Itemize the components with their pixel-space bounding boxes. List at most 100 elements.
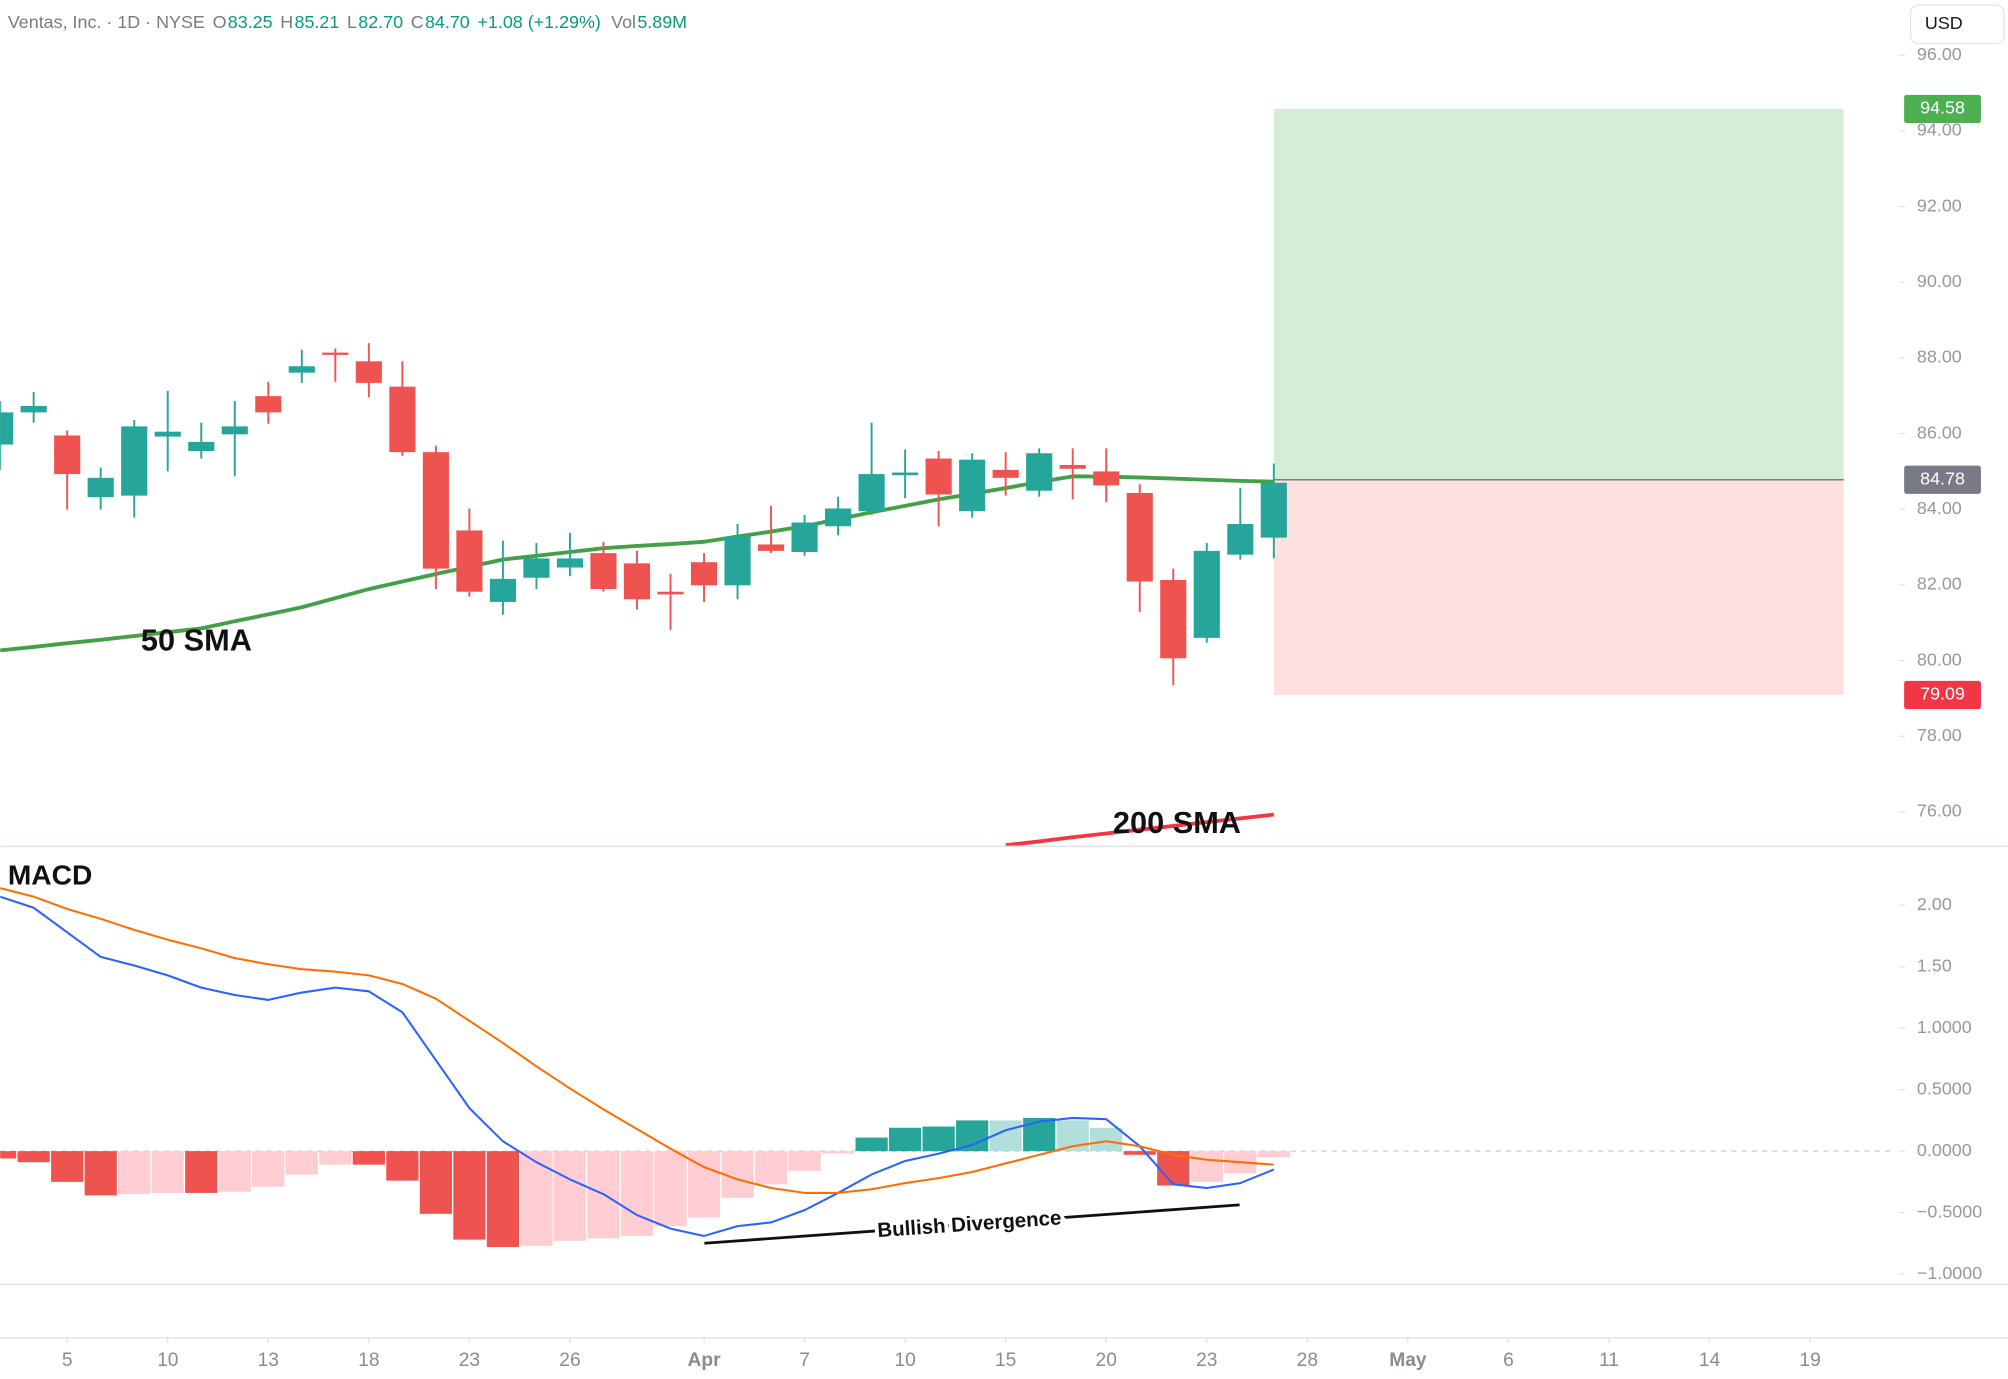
y-tick-label: 80.00 [1917,649,1962,669]
histogram-bar [419,1151,453,1214]
header-text: Ventas, Inc. · 1D · NYSE [8,12,205,32]
y-tick-label: 86.00 [1917,422,1962,442]
histogram-bar [84,1151,117,1196]
profit-zone [1273,108,1844,480]
moving-average [1005,812,1275,847]
macd-line [0,887,1274,1194]
histogram-bar [1023,1117,1056,1152]
currency-label[interactable]: USD [1925,13,1963,33]
x-tick-label: 11 [1599,1350,1619,1371]
x-tick-label: May [1389,1350,1427,1371]
header-text: 84.70 [425,12,470,32]
candle-body [1193,550,1220,638]
y-tick-label: 2.00 [1917,894,1952,914]
candle-body [1026,453,1053,491]
histogram-bar [889,1127,922,1152]
x-tick-label: 10 [157,1350,178,1371]
candle-body [1260,482,1287,538]
price-badge [1904,465,1981,494]
x-tick-label: 20 [1096,1350,1117,1371]
candle-body [925,458,952,495]
x-tick-label: 7 [799,1350,810,1371]
header-text: 83.25 [228,12,273,32]
x-tick-label: 19 [1799,1350,1820,1371]
candle-body [20,405,47,413]
histogram-bar [788,1151,821,1171]
axes: 76.00 78.00 80.00 82.00 84.00 86.00 88.00 90.00… [62,44,1982,1371]
x-tick-label: 15 [995,1350,1016,1371]
pane-title: MACD [8,860,92,891]
histogram-bar [620,1151,654,1236]
histogram-bar [453,1151,486,1240]
header-text: L [347,12,357,32]
x-tick-label: 6 [1503,1350,1514,1371]
histogram-bar [754,1151,788,1185]
histogram-bar [386,1151,419,1181]
x-tick-label: 5 [62,1350,73,1371]
candle-body [87,477,114,498]
divergence-label: Bullish Divergence [877,1206,1062,1242]
header-text: +1.08 (+1.29%) [477,12,600,32]
candle-body [456,530,483,592]
histogram-bar [252,1151,285,1187]
moving-average [0,474,1274,653]
histogram-bar [821,1151,855,1154]
macd-pane [0,887,1894,1248]
y-tick-label: 94.00 [1917,120,1962,140]
candle-body [422,452,449,569]
y-tick-label: 84.00 [1917,498,1962,518]
candle-body [690,562,718,586]
candle-body [959,459,986,512]
histogram-bar [151,1151,184,1193]
candle-body [389,386,416,453]
y-tick-label: 1.50 [1917,955,1952,975]
candle-body [221,426,248,435]
x-tick-label: 10 [894,1350,915,1371]
histogram-bar [118,1151,151,1195]
histogram-bar [17,1151,50,1163]
header-text: 82.70 [358,12,403,32]
candle-body [1093,471,1120,486]
candle-body [523,558,550,578]
candle-body [1227,524,1254,555]
price-badge [1904,94,1981,124]
candle-body [255,396,282,413]
header-text: 85.21 [295,12,340,32]
header-text: Vol [611,12,636,32]
candle-body [590,553,617,590]
y-tick-label: 1.0000 [1917,1017,1972,1037]
price-pane [0,108,1844,847]
currency-button[interactable] [1909,4,2005,45]
header-text: 5.89M [637,12,687,32]
price-badge-label: 79.09 [1920,684,1965,704]
histogram-bar [51,1151,84,1182]
candle-body [1160,579,1187,659]
y-tick-label: 96.00 [1917,44,1962,64]
candle-body [623,563,651,600]
series-label: 50 SMA [141,623,252,658]
header-text: C [411,12,424,32]
histogram-bar [553,1151,587,1241]
price-badge-label: 84.78 [1920,468,1965,488]
x-tick-label: 23 [459,1350,480,1371]
histogram-bar [1257,1151,1290,1158]
candle-body [791,522,818,553]
candle-body [0,412,14,445]
histogram-bar [1190,1151,1223,1182]
candle-body [489,578,516,602]
candle-body [992,469,1019,478]
y-tick-label: −1.0000 [1917,1263,1982,1283]
x-tick-label: Apr [687,1350,721,1371]
candle-body [322,352,349,355]
x-tick-label: 23 [1196,1350,1217,1371]
candle-body [825,508,852,527]
candle-body [1059,464,1086,469]
histogram-bar [218,1151,251,1192]
candle-body [858,474,885,512]
x-tick-label: 14 [1699,1350,1721,1371]
price-badge-label: 94.58 [1920,98,1965,118]
histogram-bar [0,1151,17,1159]
histogram-bar [922,1126,955,1152]
